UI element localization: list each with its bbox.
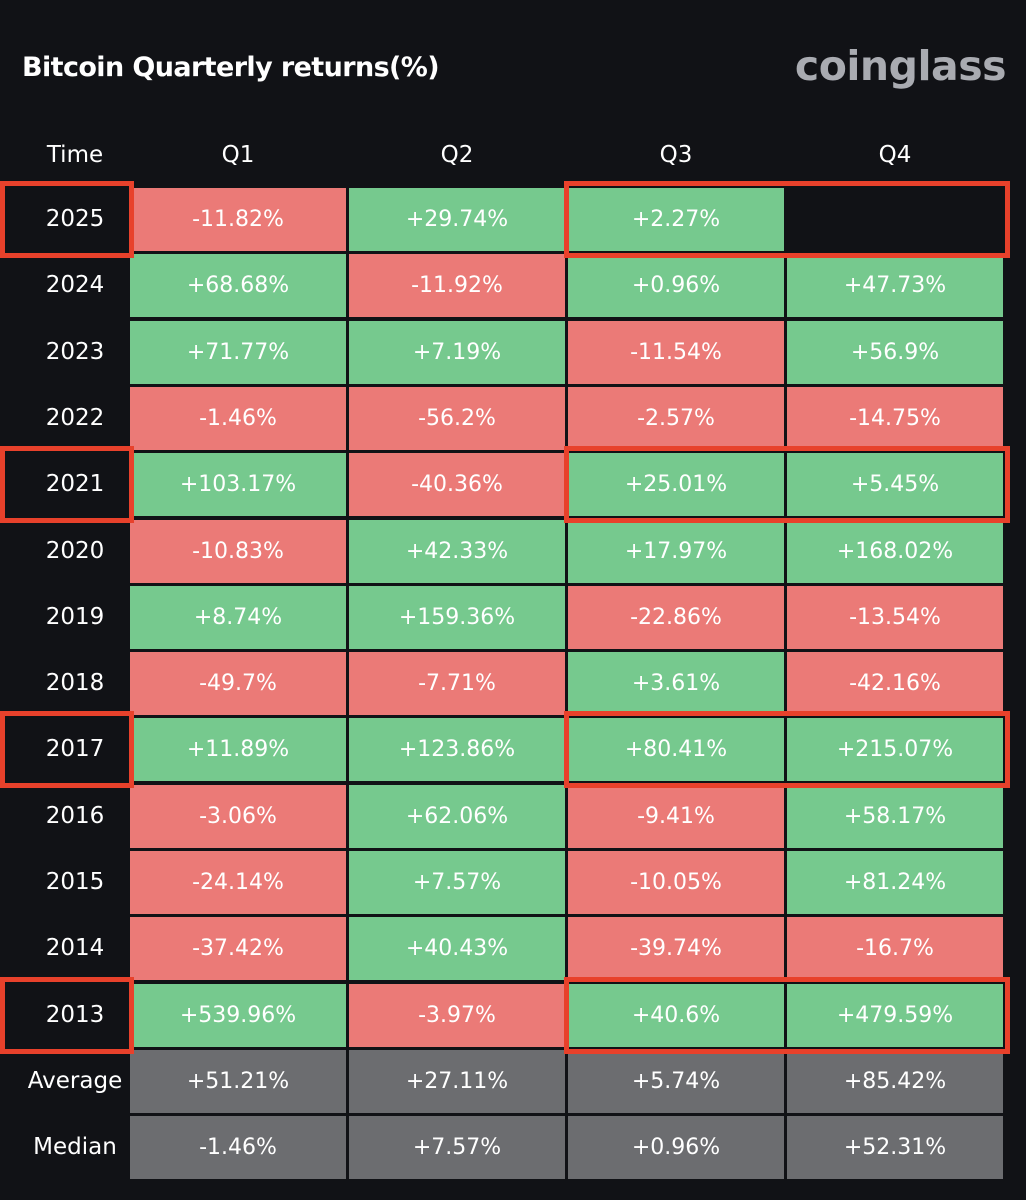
- summary-cell: +5.74%: [568, 1050, 784, 1113]
- return-cell: +25.01%: [568, 453, 784, 516]
- header-q1: Q1: [221, 142, 255, 168]
- return-cell: -3.06%: [130, 785, 346, 848]
- return-cell: +81.24%: [787, 851, 1003, 914]
- return-cell: +168.02%: [787, 520, 1003, 583]
- year-label: 2024: [45, 272, 105, 298]
- year-label: 2016: [45, 803, 105, 829]
- summary-cell: -1.46%: [130, 1116, 346, 1179]
- return-cell: +40.6%: [568, 984, 784, 1047]
- summary-cell: +0.96%: [568, 1116, 784, 1179]
- return-cell: +68.68%: [130, 254, 346, 317]
- summary-cell: +51.21%: [130, 1050, 346, 1113]
- return-cell: -39.74%: [568, 917, 784, 980]
- year-label: 2014: [45, 935, 105, 961]
- return-cell: -42.16%: [787, 652, 1003, 715]
- year-label: 2015: [45, 869, 105, 895]
- summary-cell: +7.57%: [349, 1116, 565, 1179]
- return-cell: [787, 188, 1003, 251]
- return-cell: -14.75%: [787, 387, 1003, 450]
- year-label: 2021: [45, 471, 105, 497]
- return-cell: +56.9%: [787, 321, 1003, 384]
- return-cell: +479.59%: [787, 984, 1003, 1047]
- summary-label: Median: [33, 1134, 117, 1160]
- year-label: 2018: [45, 670, 105, 696]
- return-cell: -10.83%: [130, 520, 346, 583]
- return-cell: -56.2%: [349, 387, 565, 450]
- return-cell: -13.54%: [787, 586, 1003, 649]
- return-cell: +159.36%: [349, 586, 565, 649]
- return-cell: +58.17%: [787, 785, 1003, 848]
- year-label: 2025: [45, 206, 105, 232]
- return-cell: +29.74%: [349, 188, 565, 251]
- return-cell: -16.7%: [787, 917, 1003, 980]
- return-cell: -49.7%: [130, 652, 346, 715]
- return-cell: -11.82%: [130, 188, 346, 251]
- return-cell: +2.27%: [568, 188, 784, 251]
- year-label: 2020: [45, 538, 105, 564]
- return-cell: -7.71%: [349, 652, 565, 715]
- summary-cell: +52.31%: [787, 1116, 1003, 1179]
- return-cell: +11.89%: [130, 718, 346, 781]
- header-q3: Q3: [659, 142, 693, 168]
- return-cell: +7.19%: [349, 321, 565, 384]
- return-cell: +539.96%: [130, 984, 346, 1047]
- return-cell: +42.33%: [349, 520, 565, 583]
- page-title: Bitcoin Quarterly returns(%): [22, 52, 440, 83]
- return-cell: +5.45%: [787, 453, 1003, 516]
- year-label: 2017: [45, 736, 105, 762]
- return-cell: -9.41%: [568, 785, 784, 848]
- return-cell: -1.46%: [130, 387, 346, 450]
- year-label: 2022: [45, 405, 105, 431]
- return-cell: -10.05%: [568, 851, 784, 914]
- return-cell: -24.14%: [130, 851, 346, 914]
- return-cell: +80.41%: [568, 718, 784, 781]
- return-cell: +17.97%: [568, 520, 784, 583]
- summary-cell: +85.42%: [787, 1050, 1003, 1113]
- header-q4: Q4: [878, 142, 912, 168]
- return-cell: +123.86%: [349, 718, 565, 781]
- header-time: Time: [46, 142, 104, 168]
- return-cell: -11.92%: [349, 254, 565, 317]
- return-cell: -2.57%: [568, 387, 784, 450]
- return-cell: -40.36%: [349, 453, 565, 516]
- return-cell: +0.96%: [568, 254, 784, 317]
- year-label: 2013: [45, 1002, 105, 1028]
- return-cell: -3.97%: [349, 984, 565, 1047]
- return-cell: +103.17%: [130, 453, 346, 516]
- summary-cell: +27.11%: [349, 1050, 565, 1113]
- return-cell: -22.86%: [568, 586, 784, 649]
- return-cell: +71.77%: [130, 321, 346, 384]
- return-cell: +7.57%: [349, 851, 565, 914]
- return-cell: +215.07%: [787, 718, 1003, 781]
- year-label: 2023: [45, 339, 105, 365]
- return-cell: +62.06%: [349, 785, 565, 848]
- summary-label: Average: [27, 1068, 123, 1094]
- return-cell: +3.61%: [568, 652, 784, 715]
- return-cell: -11.54%: [568, 321, 784, 384]
- coinglass-logo: coinglass: [794, 42, 1007, 90]
- return-cell: +8.74%: [130, 586, 346, 649]
- return-cell: +40.43%: [349, 917, 565, 980]
- header-q2: Q2: [440, 142, 474, 168]
- year-label: 2019: [45, 604, 105, 630]
- return-cell: -37.42%: [130, 917, 346, 980]
- return-cell: +47.73%: [787, 254, 1003, 317]
